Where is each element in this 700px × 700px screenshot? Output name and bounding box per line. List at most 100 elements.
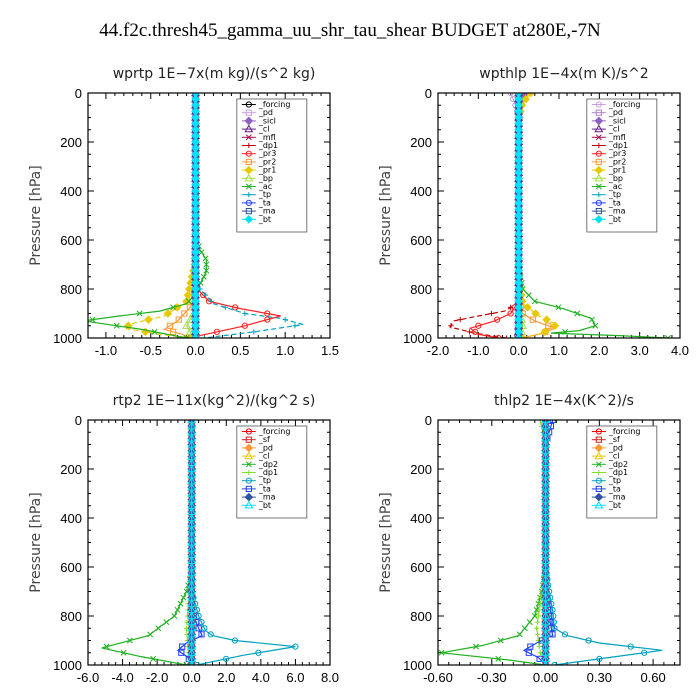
data-point [664,335,671,338]
y-tick-label: 400 [60,511,82,526]
data-point [241,322,248,329]
data-point [155,625,162,632]
legend-marker [245,208,252,215]
panel-wprtp: wprtp 1E−7x(m kg)/(s^2 kg) Pressure [hPa]… [28,66,339,358]
data-point [448,323,454,329]
data-point [203,267,210,274]
series-bt [541,420,551,665]
data-point [627,643,634,650]
legend-marker [595,477,602,484]
plot-area [88,93,304,338]
x-tick-label: -2.0 [427,343,449,358]
legend-label: _cl [258,125,270,134]
legend-label: _ma [258,207,276,216]
y-tick-label: 600 [410,233,432,248]
legend-label: _tp [258,476,271,485]
legend-marker [246,192,252,198]
plot-frame [87,92,331,339]
data-point [147,631,154,638]
data-point [475,322,482,329]
legend-marker [595,428,602,435]
data-point [232,304,239,311]
legend-label: _tp [608,476,621,485]
data-point [163,619,170,626]
x-tick-label: 2.0 [590,343,608,358]
x-tick-label: -2.0 [146,670,168,685]
legend-marker [594,451,604,460]
y-tick-label: 600 [60,233,82,248]
data-point [231,637,239,644]
data-point [555,304,562,311]
data-point [191,333,200,338]
legend: _forcing_sf_pd_cl_dp2_dp1_tp_ta_ma_bt [586,425,658,519]
x-tick-label: 3.0 [631,343,649,358]
y-tick-label: 0 [75,86,82,101]
legend-label: _cl [608,452,620,461]
data-point [201,625,208,632]
data-point [562,328,569,335]
data-point [103,643,110,650]
legend-marker [594,165,604,175]
series-bt [191,93,200,338]
data-point [574,310,581,317]
data-point [531,613,538,619]
data-point [213,328,220,335]
data-point [120,649,127,656]
series-dp2 [101,420,195,665]
legend-marker [594,173,604,182]
data-point [163,309,173,318]
legend-marker [595,158,602,166]
legend-label: _pr3 [258,149,276,158]
data-point [472,643,479,650]
legend-label: _tp [608,190,621,199]
data-point [533,606,540,613]
panel-wpthlp: wpthlp 1E−4x(m K)/s^2 Pressure [hPa] 0 200 4… [378,66,689,358]
legend-marker [595,436,602,443]
y-tick-label: 600 [410,560,432,575]
x-tick-label: 1.5 [321,343,339,358]
panel-title: thlp2 1E−4x(K^2)/s [494,393,634,409]
legend-label: _mfl [258,133,276,142]
x-tick-label: -0.60 [423,670,453,685]
legend-marker [244,492,254,502]
x-tick-label: 1.0 [550,343,568,358]
data-point [488,310,495,317]
data-point [592,322,599,329]
legend-marker [244,500,254,509]
data-point [550,321,560,331]
series-line [101,420,193,665]
legend-marker [594,500,604,509]
series-pr3 [469,93,522,338]
legend-marker [245,134,252,141]
data-point [514,333,523,338]
data-point [166,322,174,329]
legend-marker [245,183,252,190]
legend-marker [595,183,602,190]
data-point [203,261,210,268]
y-tick-label: 400 [60,184,82,199]
x-tick-label: -6.0 [77,670,99,685]
data-point [222,304,228,310]
data-point [527,643,534,650]
x-tick-label: -4.0 [111,670,133,685]
data-point [472,328,479,335]
data-point [183,290,193,300]
legend-label: _sicl [608,116,626,125]
data-point [177,600,184,607]
y-tick-label: 400 [410,511,432,526]
data-point [596,655,603,662]
data-point [183,662,190,665]
data-point [526,619,533,626]
legend-label: _forcing [258,100,291,109]
data-point [182,296,191,306]
legend-marker [245,199,252,206]
y-tick-label: 0 [425,413,432,428]
panel-thlp2: thlp2 1E−4x(K^2)/s Pressure [hPa] 0 200 400 6… [378,393,681,685]
legend-label: _ma [608,493,626,502]
x-tick-label: 0.0 [510,343,528,358]
legend-label: _pd [258,443,273,452]
data-point [550,612,557,620]
panel-title: wprtp 1E−7x(m kg)/(s^2 kg) [113,66,316,82]
legend-marker [594,214,604,224]
data-point [207,631,214,638]
